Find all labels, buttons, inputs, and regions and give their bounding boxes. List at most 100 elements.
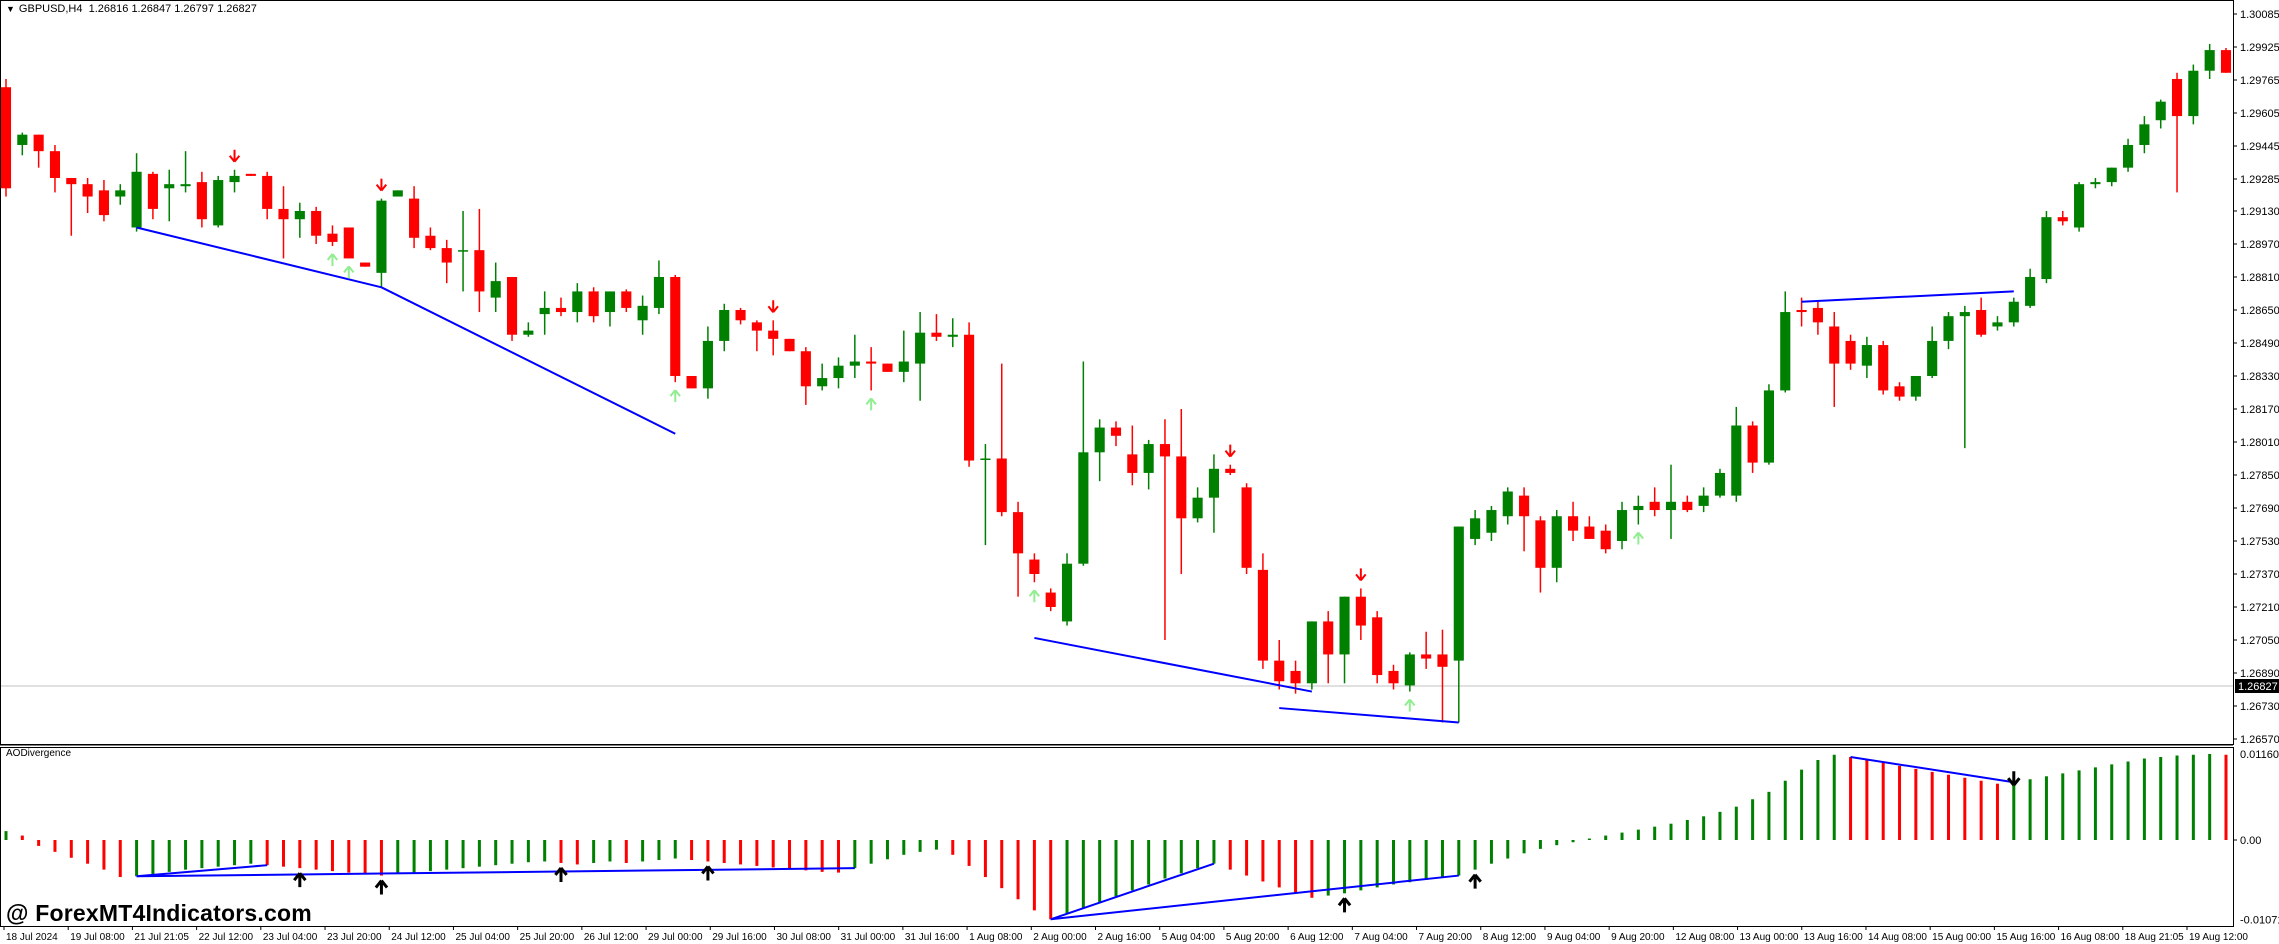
candle: [1176, 408, 1187, 574]
candle: [1208, 454, 1220, 533]
candle-body: [98, 190, 110, 216]
candle-body: [376, 200, 387, 273]
candle-body: [719, 309, 730, 341]
candle-body: [66, 177, 77, 185]
candle: [213, 175, 224, 228]
candle: [17, 132, 28, 156]
candle-body: [588, 291, 599, 317]
candle: [1698, 487, 1709, 513]
price-axis-label: 1.30085: [2240, 9, 2279, 21]
price-axis-label: 1.27210: [2240, 602, 2279, 614]
candle-body: [1306, 621, 1317, 684]
indicator-axis-label: 0.011608: [2240, 749, 2279, 761]
candle-body: [82, 184, 93, 197]
candle-body: [441, 248, 452, 263]
candle-body: [996, 458, 1007, 513]
candle-body: [490, 281, 501, 298]
candle-body: [1437, 654, 1448, 667]
candle-body: [327, 233, 338, 242]
candle-body: [686, 375, 697, 389]
candle: [670, 274, 681, 383]
candle-body: [147, 173, 158, 209]
candle: [947, 318, 958, 348]
candle-body: [653, 276, 665, 308]
candle: [1323, 611, 1334, 684]
candle-body: [2090, 182, 2101, 185]
candle-body: [555, 307, 567, 313]
candle: [131, 153, 142, 232]
candle-body: [1992, 322, 2003, 327]
candle: [98, 180, 110, 222]
candle-body: [213, 180, 224, 226]
indicator-axis-label: -0.010713: [2240, 914, 2279, 926]
candle-body: [1633, 505, 1644, 511]
candle: [882, 363, 893, 372]
candle: [621, 289, 632, 313]
candle-body: [1372, 617, 1383, 676]
price-axis-label: 1.29445: [2240, 141, 2279, 153]
candle-body: [539, 307, 550, 315]
indicator-up-arrow-icon: [1468, 873, 1482, 889]
time-axis-label: 7 Aug 20:00: [1419, 932, 1473, 943]
candle: [2171, 72, 2183, 193]
time-axis-label: 15 Aug 00:00: [1932, 932, 1991, 943]
divergence-trendline: [380, 286, 676, 435]
buy-arrow-icon: [1404, 698, 1416, 712]
candle-body: [17, 134, 28, 145]
candle-body: [1812, 307, 1823, 323]
candle: [490, 262, 501, 313]
candle-body: [523, 330, 534, 335]
candle-body: [1192, 497, 1203, 519]
candle: [392, 190, 403, 197]
indicator-divergence-line: [1050, 862, 1215, 921]
candle-body: [849, 361, 860, 366]
candle: [1763, 384, 1775, 465]
time-axis-label: 9 Aug 20:00: [1611, 932, 1665, 943]
candle: [229, 169, 240, 193]
candle-body: [882, 363, 893, 372]
time-axis-label: 31 Jul 00:00: [841, 932, 896, 943]
price-axis-label: 1.28650: [2240, 305, 2279, 317]
candle-body: [115, 190, 126, 197]
candle: [1829, 312, 1840, 407]
candle: [1045, 588, 1056, 612]
candle: [474, 208, 485, 313]
candle: [2074, 182, 2085, 232]
candle: [441, 239, 452, 284]
time-axis-label: 15 Aug 16:00: [1996, 932, 2055, 943]
candle-body: [1943, 316, 1954, 341]
candle-body: [392, 190, 403, 197]
candle: [1078, 361, 1089, 566]
candle: [327, 225, 338, 247]
price-axis-label: 1.28010: [2240, 437, 2279, 449]
candle-body: [1567, 516, 1579, 531]
time-axis-label: 29 Jul 16:00: [712, 932, 767, 943]
candle-body: [1241, 487, 1252, 568]
buy-arrow-icon: [1028, 589, 1040, 603]
price-axis-label: 1.29605: [2240, 108, 2279, 120]
candle: [180, 151, 191, 193]
candle: [849, 334, 860, 379]
candle: [1486, 505, 1497, 541]
candle-body: [1519, 495, 1530, 517]
candle: [751, 320, 762, 352]
candle-body: [0, 87, 12, 189]
price-axis-label: 1.29285: [2240, 174, 2279, 186]
candle: [1535, 516, 1546, 593]
candle: [1747, 421, 1758, 473]
ohlc-readout: 1.26816 1.26847 1.26797 1.26827: [88, 3, 257, 15]
candle: [311, 206, 322, 244]
indicator-pane-frame: [0, 747, 2234, 927]
triangle-down-icon[interactable]: ▼: [6, 4, 15, 14]
time-axis-label: 22 Jul 12:00: [199, 932, 254, 943]
divergence-trendline: [1279, 707, 1459, 724]
candle: [66, 177, 77, 236]
current-price-badge: [2235, 678, 2279, 693]
candle: [2188, 64, 2199, 125]
candle: [1372, 611, 1383, 684]
candle: [1339, 596, 1350, 684]
candle-body: [1535, 520, 1546, 568]
candle: [1731, 406, 1742, 502]
candle: [1143, 439, 1154, 490]
